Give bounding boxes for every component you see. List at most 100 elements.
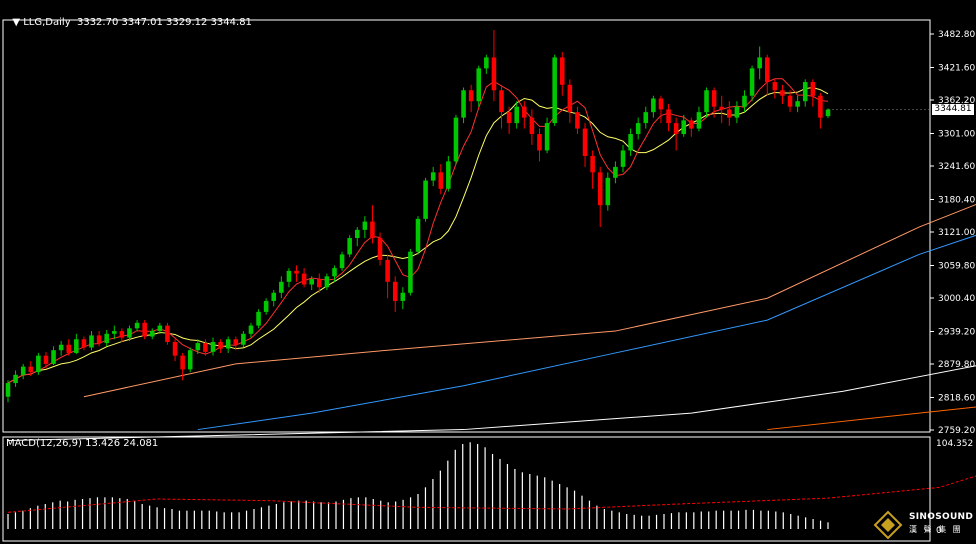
candle-body (408, 251, 413, 293)
candle-body (248, 325, 254, 334)
candle-body (339, 254, 345, 269)
candle-body (658, 98, 664, 110)
logo-sub-text: 漢 聲 集 團 (909, 525, 963, 534)
candle-body (81, 339, 87, 348)
candle-body (787, 95, 793, 107)
candle-body (727, 109, 732, 118)
moving-average-line (83, 203, 976, 398)
candle-body (324, 276, 330, 288)
candle-body (362, 221, 368, 230)
candle-body (643, 112, 649, 124)
candle-body (104, 333, 109, 344)
candle-body (446, 161, 451, 189)
candle-body (317, 279, 322, 288)
candle-body (5, 383, 11, 397)
candle-body (620, 150, 626, 167)
candle-body (134, 322, 140, 329)
candle-body (241, 333, 246, 345)
candle-body (203, 343, 208, 352)
y-tick-label: 3241.60 (938, 162, 975, 172)
candle-body (157, 325, 163, 332)
candle-body (20, 366, 26, 375)
candle-body (613, 166, 618, 178)
candle-body (582, 128, 588, 156)
candle-body (506, 112, 512, 124)
candle-body (385, 259, 390, 282)
candle-body (415, 218, 421, 252)
y-tick-label: 3121.00 (938, 228, 975, 238)
moving-average-line (197, 234, 976, 431)
candle-body (802, 82, 808, 102)
candle-body (552, 57, 557, 124)
candle-body (651, 98, 656, 113)
candle-body (537, 134, 542, 151)
candle-body (423, 180, 428, 219)
candle-body (66, 344, 72, 353)
candle-body (43, 355, 49, 364)
candle-body (461, 90, 466, 118)
candle-body (377, 238, 383, 260)
candle-body (112, 331, 117, 334)
candle-body (749, 68, 755, 96)
candle-body (127, 328, 132, 338)
candle-body (666, 109, 671, 124)
candle-body (575, 112, 580, 129)
logo-brand-text: SINOSOUND (909, 512, 974, 522)
candle-body (567, 84, 573, 113)
candle-body (13, 374, 18, 384)
candle-body (195, 343, 201, 351)
candle-body (491, 57, 497, 91)
candle-body (772, 82, 778, 91)
candle-body (810, 82, 816, 96)
candle-body (711, 90, 717, 107)
candle-body (332, 268, 337, 277)
candle-body (818, 95, 823, 118)
candle-body (28, 366, 34, 373)
candle-body (696, 112, 702, 129)
macd-signal-line (7, 475, 976, 513)
dropdown-triangle-icon[interactable]: ▼ (12, 17, 24, 28)
candle-body (149, 331, 155, 337)
macd-header: MACD(12,26,9) 13.426 24.081 (6, 438, 159, 449)
candle-body (218, 342, 223, 349)
candle-body (628, 134, 633, 151)
candle-body (559, 57, 565, 85)
candle-body (225, 339, 231, 349)
y-tick-label: 3059.80 (938, 261, 975, 271)
candle-body (392, 281, 398, 301)
candle-body (742, 95, 747, 107)
candle-body (780, 90, 785, 96)
candle-body (119, 331, 125, 338)
candle-body (689, 120, 694, 129)
y-tick-label: 3482.80 (938, 30, 975, 40)
macd-y-tick-label: 0 (936, 526, 942, 536)
candle-body (172, 342, 178, 356)
candle-body (180, 355, 185, 370)
candle-body (635, 123, 641, 135)
macd-y-tick-label: 104.352 (936, 439, 973, 449)
candle-body (795, 101, 800, 107)
candle-body (233, 339, 239, 345)
candle-body (400, 292, 406, 301)
y-tick-label: 2939.20 (938, 327, 975, 337)
candle-body (89, 335, 94, 348)
candle-body (529, 117, 535, 135)
candle-body (96, 335, 102, 344)
candle-body (544, 123, 550, 151)
candle-body (271, 292, 277, 301)
y-tick-label: 3362.20 (938, 96, 975, 106)
moving-average-line (7, 365, 976, 442)
candle-body (58, 344, 64, 351)
chart-header: ▼ LLG,Daily 3332.70 3347.01 3329.12 3344… (6, 5, 252, 29)
candle-body (597, 172, 603, 206)
candle-body (210, 342, 216, 352)
symbol-label: LLG,Daily (23, 17, 71, 28)
y-tick-label: 3180.40 (938, 195, 975, 205)
candle-body (165, 325, 170, 342)
candle-body (484, 57, 489, 69)
candle-body (309, 279, 314, 285)
logo-emblem-icon (873, 510, 903, 540)
candle-body (279, 281, 284, 293)
candle-body (734, 106, 740, 118)
